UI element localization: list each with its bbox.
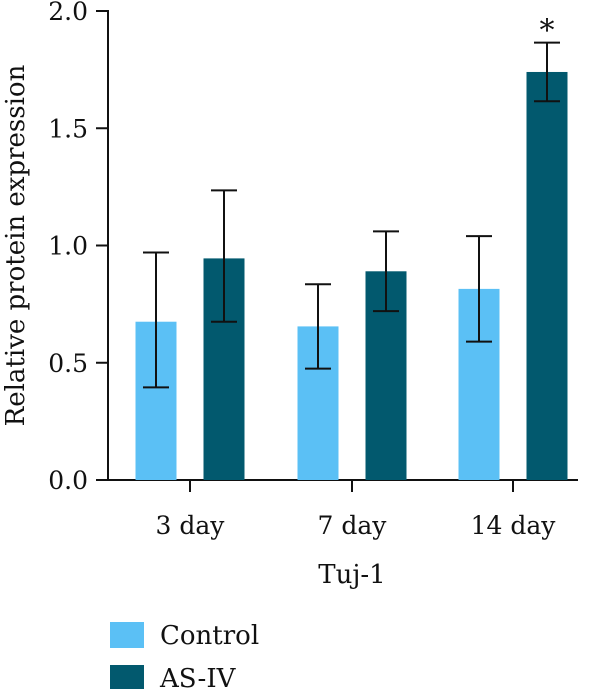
y-ticks: 0.0 0.5 1.0 1.5 2.0: [48, 0, 108, 495]
x-tick-label: 3 day: [156, 511, 226, 540]
legend-label-control: Control: [160, 621, 259, 651]
y-tick-label: 2.0: [48, 0, 88, 26]
legend-label-as-iv: AS-IV: [159, 664, 237, 689]
annotations: *: [540, 14, 555, 49]
legend-swatch-as-iv: [110, 665, 144, 689]
legend-swatch-control: [110, 622, 144, 648]
x-tick-label: 7 day: [318, 511, 388, 540]
significance-marker: *: [540, 14, 555, 49]
y-tick-label: 0.0: [48, 466, 88, 495]
x-tick-label: 14 day: [471, 511, 557, 540]
y-tick-label: 0.5: [48, 349, 88, 378]
y-tick-label: 1.5: [48, 114, 88, 143]
x-axis-title: Tuj-1: [318, 560, 385, 590]
y-axis-title: Relative protein expression: [1, 64, 31, 426]
bar: [526, 71, 568, 480]
bars: [135, 71, 568, 480]
y-tick-label: 1.0: [48, 232, 88, 261]
x-ticks: 3 day 7 day 14 day: [156, 480, 557, 540]
legend: Control AS-IV: [110, 621, 259, 689]
axes: [107, 10, 578, 481]
error-bars: [143, 41, 560, 389]
